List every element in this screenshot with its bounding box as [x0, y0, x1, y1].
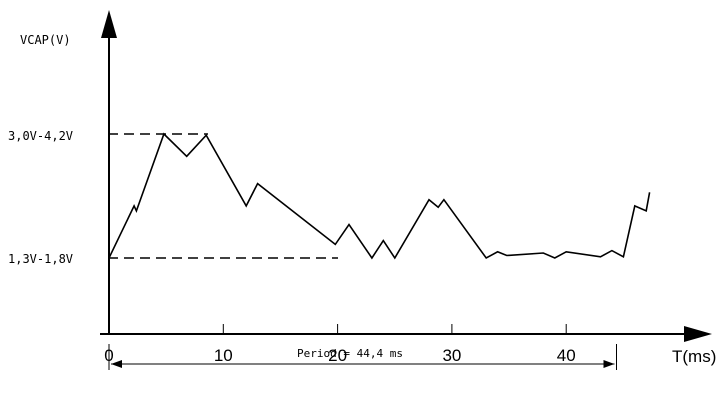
y-axis-arrow [101, 10, 117, 38]
x-tick-label: 30 [442, 346, 461, 365]
x-ticks: 0 10 20 30 40 [104, 324, 576, 365]
y-axis-label: VCAP(V) [20, 33, 71, 47]
period-annotation: Period = 44,4 ms [297, 347, 403, 360]
y-level-label-high: 3,0V-4,2V [8, 129, 73, 143]
x-axis-arrow [684, 326, 712, 342]
period-arrow-left [111, 360, 122, 368]
y-level-label-low: 1,3V-1,8V [8, 252, 73, 266]
series-line [108, 132, 651, 260]
x-tick-label: 40 [557, 346, 576, 365]
period-arrow-right [603, 360, 615, 368]
series-group [108, 132, 651, 260]
x-tick-label: 20 [328, 346, 347, 365]
x-tick-label: 10 [214, 346, 233, 365]
x-axis-label: T(ms) [672, 347, 716, 366]
